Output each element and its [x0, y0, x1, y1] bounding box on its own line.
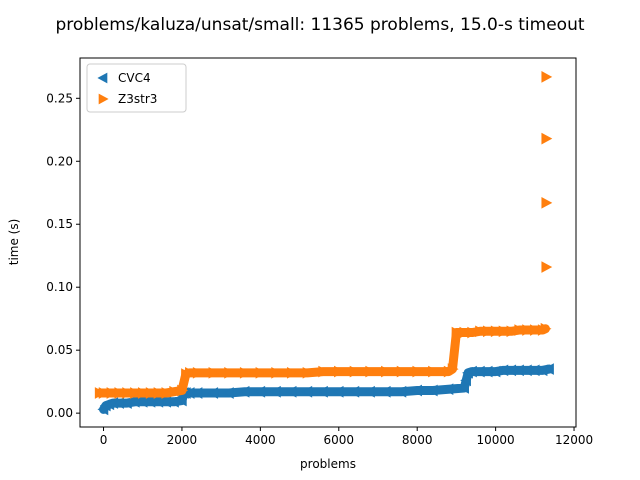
- z3str3-point: [514, 324, 526, 336]
- z3str3-point: [255, 367, 267, 379]
- cvc4-point: [317, 385, 328, 398]
- z3str3-point: [192, 367, 204, 379]
- x-tick-label: 12000: [555, 433, 593, 447]
- z3str3-point: [541, 261, 553, 273]
- z3str3-point: [271, 367, 283, 379]
- x-tick-label: 6000: [324, 433, 355, 447]
- cvc4-point: [348, 385, 360, 398]
- cvc4-point: [379, 385, 391, 398]
- legend-entries: CVC4 Z3str3: [97, 71, 157, 106]
- y-tick-label: 0.15: [46, 217, 73, 231]
- z3str3-point: [467, 326, 479, 339]
- cvc4-point: [301, 385, 313, 398]
- z3str3-point: [161, 387, 173, 399]
- cvc4-point: [175, 394, 187, 407]
- z3str3-point: [506, 325, 518, 338]
- z3str3-point: [318, 365, 330, 378]
- x-tick-label: 0: [100, 433, 108, 447]
- z3str3-point: [428, 365, 439, 378]
- z3str3-point: [349, 365, 361, 378]
- z3str3-point: [540, 322, 552, 335]
- cvc4-point: [411, 384, 422, 397]
- legend-frame: [86, 63, 187, 113]
- legend-label-z3str3: Z3str3: [118, 92, 157, 106]
- z3str3-point: [302, 367, 314, 379]
- z3str3-point: [239, 367, 251, 379]
- cvc4-point: [222, 387, 234, 399]
- z3str3-point: [130, 387, 141, 399]
- cvc4-point: [238, 385, 250, 398]
- y-tick-label: 0.25: [46, 91, 73, 105]
- z3str3-point: [447, 363, 459, 375]
- cvc4-point: [458, 382, 470, 394]
- cvc4-point: [395, 385, 407, 398]
- x-axis-ticks: 0 2000 4000 6000 8000 10000 12000: [100, 427, 593, 447]
- z3str3-point: [522, 324, 534, 336]
- x-tick-label: 8000: [402, 433, 433, 447]
- z3str3-point: [541, 71, 553, 83]
- z3str3-point: [98, 387, 110, 399]
- z3str3-point: [114, 387, 126, 399]
- cvc4-point: [269, 385, 281, 398]
- z3str3-point: [365, 365, 377, 378]
- chart-title: problems/kaluza/unsat/small: 11365 probl…: [55, 15, 584, 35]
- axes-frame: [79, 57, 577, 428]
- z3str3-point: [451, 326, 463, 339]
- z3str3-point: [106, 387, 118, 399]
- cvc4-point: [254, 385, 266, 398]
- cvc4-point: [332, 385, 344, 398]
- x-tick-label: 10000: [477, 433, 515, 447]
- series-z3str3: [94, 71, 553, 399]
- cvc4-point: [191, 387, 203, 399]
- z3str3-point: [224, 367, 236, 379]
- cvc4-point: [285, 385, 297, 398]
- series-cvc4: [97, 363, 554, 416]
- z3str3-point: [490, 325, 502, 338]
- z3str3-point: [498, 325, 510, 338]
- z3str3-point: [137, 387, 149, 399]
- y-tick-label: 0.05: [46, 343, 73, 357]
- legend-marker-cvc4: [97, 72, 108, 84]
- cvc4-point: [442, 383, 454, 396]
- cvc4-point: [543, 363, 554, 375]
- y-tick-label: 0.20: [46, 154, 73, 168]
- x-tick-label: 4000: [245, 433, 276, 447]
- z3str3-point: [153, 387, 165, 399]
- z3str3-point: [145, 387, 157, 399]
- cvc4-point: [426, 384, 438, 397]
- y-tick-label: 0.10: [46, 280, 73, 294]
- y-axis-ticks: 0.00 0.05 0.10 0.15 0.20 0.25: [46, 91, 80, 420]
- z3str3-point: [412, 365, 424, 378]
- z3str3-point: [185, 367, 196, 379]
- plot-area: [94, 71, 554, 416]
- z3str3-point: [381, 365, 392, 378]
- legend-marker-z3str3: [98, 93, 109, 105]
- legend: CVC4 Z3str3: [86, 63, 187, 113]
- cvc4-point: [364, 385, 375, 398]
- z3str3-point: [208, 367, 220, 379]
- z3str3-point: [177, 384, 188, 397]
- z3str3-point: [334, 365, 345, 378]
- z3str3-point: [396, 365, 408, 378]
- z3str3-point: [169, 385, 181, 398]
- x-tick-label: 2000: [167, 433, 198, 447]
- z3str3-point: [475, 325, 486, 338]
- y-axis-label: time (s): [7, 219, 21, 266]
- z3str3-point: [122, 387, 134, 399]
- cvc4-point: [207, 387, 219, 399]
- legend-label-cvc4: CVC4: [118, 71, 151, 85]
- z3str3-point: [541, 132, 553, 145]
- cvc4-point: [460, 374, 471, 387]
- z3str3-point: [459, 326, 471, 339]
- y-tick-label: 0.00: [46, 406, 73, 420]
- z3str3-point: [483, 325, 494, 338]
- x-axis-label: problems: [300, 457, 356, 471]
- z3str3-point: [541, 196, 553, 209]
- z3str3-point: [286, 367, 298, 379]
- z3str3-point: [530, 324, 541, 336]
